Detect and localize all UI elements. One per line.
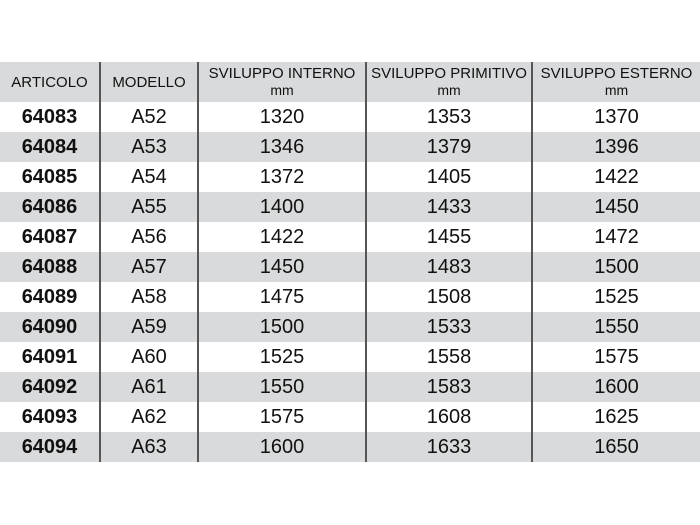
column-header-label: SVILUPPO PRIMITIVO (371, 65, 527, 82)
sviluppo-esterno-cell: 1600 (531, 372, 700, 402)
sviluppo-esterno-cell: 1472 (531, 222, 700, 252)
articolo-cell: 64083 (21, 105, 78, 128)
sviluppo-interno-cell: 1475 (197, 282, 366, 312)
articolo-cell: 64086 (0, 192, 100, 222)
modello-cell: A58 (99, 282, 198, 312)
sviluppo-primitivo-cell: 1508 (365, 282, 532, 312)
modello-cell: A54 (99, 162, 198, 192)
table-row: 64086 A55 1400 1433 1450 (0, 192, 700, 222)
sviluppo-esterno-cell: 1650 (531, 432, 700, 462)
articolo-cell: 64087 (21, 225, 78, 248)
modello-cell: A63 (99, 432, 198, 462)
table-row: 64091 A60 1525 1558 1575 (0, 342, 700, 372)
articolo-cell: 64089 (21, 285, 78, 308)
column-header: SVILUPPO INTERNO mm (197, 62, 366, 102)
column-header: SVILUPPO PRIMITIVO mm (365, 62, 532, 102)
articolo-cell: 64092 (0, 372, 100, 402)
sviluppo-interno-cell: 1525 (197, 342, 366, 372)
table-row: 64094 A63 1600 1633 1650 (0, 432, 700, 462)
sviluppo-esterno-cell: 1525 (531, 282, 700, 312)
modello-cell: A55 (99, 192, 198, 222)
sviluppo-interno-cell: 1450 (197, 252, 366, 282)
table-row: 64085 A54 1372 1405 1422 (0, 162, 700, 192)
column-unit: mm (270, 82, 294, 98)
articolo-cell: 64093 (21, 405, 78, 428)
table-row: 64087 A56 1422 1455 1472 (0, 222, 700, 252)
product-table: ARTICOLO MODELLO SVILUPPO INTERNO mm SVILUPP… (0, 62, 700, 462)
column-header: ARTICOLO (0, 62, 100, 102)
sviluppo-primitivo-cell: 1608 (365, 402, 532, 432)
articolo-cell: 64094 (0, 432, 100, 462)
column-header-label: MODELLO (112, 73, 186, 91)
table-row: 64088 A57 1450 1483 1500 (0, 252, 700, 282)
column-header-label: SVILUPPO ESTERNO (540, 65, 693, 82)
modello-cell: A59 (99, 312, 198, 342)
table-row: 64090 A59 1500 1533 1550 (0, 312, 700, 342)
table-row: 64084 A53 1346 1379 1396 (0, 132, 700, 162)
modello-cell: A53 (99, 132, 198, 162)
column-unit: mm (437, 82, 461, 98)
sviluppo-esterno-cell: 1625 (531, 402, 700, 432)
sviluppo-esterno-cell: 1396 (531, 132, 700, 162)
column-unit: mm (604, 82, 629, 98)
sviluppo-esterno-cell: 1450 (531, 192, 700, 222)
articolo-cell: 64085 (21, 165, 78, 188)
sviluppo-primitivo-cell: 1405 (365, 162, 532, 192)
sviluppo-primitivo-cell: 1533 (365, 312, 532, 342)
sviluppo-primitivo-cell: 1633 (365, 432, 532, 462)
sviluppo-primitivo-cell: 1379 (365, 132, 532, 162)
sviluppo-esterno-cell: 1500 (531, 252, 700, 282)
sviluppo-interno-cell: 1600 (197, 432, 366, 462)
column-header: SVILUPPO ESTERNO mm (531, 62, 700, 102)
column-header: MODELLO (99, 62, 198, 102)
articolo-cell: 64084 (0, 132, 100, 162)
sviluppo-interno-cell: 1372 (197, 162, 366, 192)
sviluppo-primitivo-cell: 1483 (365, 252, 532, 282)
table-row: 64093 A62 1575 1608 1625 (0, 402, 700, 432)
sviluppo-interno-cell: 1400 (197, 192, 366, 222)
sviluppo-primitivo-cell: 1583 (365, 372, 532, 402)
articolo-cell: 64088 (0, 252, 100, 282)
modello-cell: A57 (99, 252, 198, 282)
sviluppo-esterno-cell: 1550 (531, 312, 700, 342)
sviluppo-primitivo-cell: 1455 (365, 222, 532, 252)
sviluppo-interno-cell: 1500 (197, 312, 366, 342)
articolo-cell: 64090 (0, 312, 100, 342)
column-header-label: SVILUPPO INTERNO (208, 65, 356, 82)
table-row: 64092 A61 1550 1583 1600 (0, 372, 700, 402)
table-row: 64089 A58 1475 1508 1525 (0, 282, 700, 312)
modello-cell: A56 (99, 222, 198, 252)
sviluppo-interno-cell: 1575 (197, 402, 366, 432)
sviluppo-esterno-cell: 1422 (531, 162, 700, 192)
sviluppo-esterno-cell: 1370 (531, 102, 700, 132)
sviluppo-primitivo-cell: 1558 (365, 342, 532, 372)
modello-cell: A60 (99, 342, 198, 372)
sviluppo-interno-cell: 1422 (197, 222, 366, 252)
articolo-cell: 64091 (21, 345, 78, 368)
table-row: 64083 A52 1320 1353 1370 (0, 102, 700, 132)
column-header-label: ARTICOLO (11, 73, 88, 91)
modello-cell: A52 (99, 102, 198, 132)
sviluppo-interno-cell: 1346 (197, 132, 366, 162)
modello-cell: A61 (99, 372, 198, 402)
sviluppo-primitivo-cell: 1353 (365, 102, 532, 132)
header-row: ARTICOLO MODELLO SVILUPPO INTERNO mm SVILUPP… (0, 62, 700, 102)
sviluppo-primitivo-cell: 1433 (365, 192, 532, 222)
sviluppo-esterno-cell: 1575 (531, 342, 700, 372)
modello-cell: A62 (99, 402, 198, 432)
sviluppo-interno-cell: 1320 (197, 102, 366, 132)
sviluppo-interno-cell: 1550 (197, 372, 366, 402)
